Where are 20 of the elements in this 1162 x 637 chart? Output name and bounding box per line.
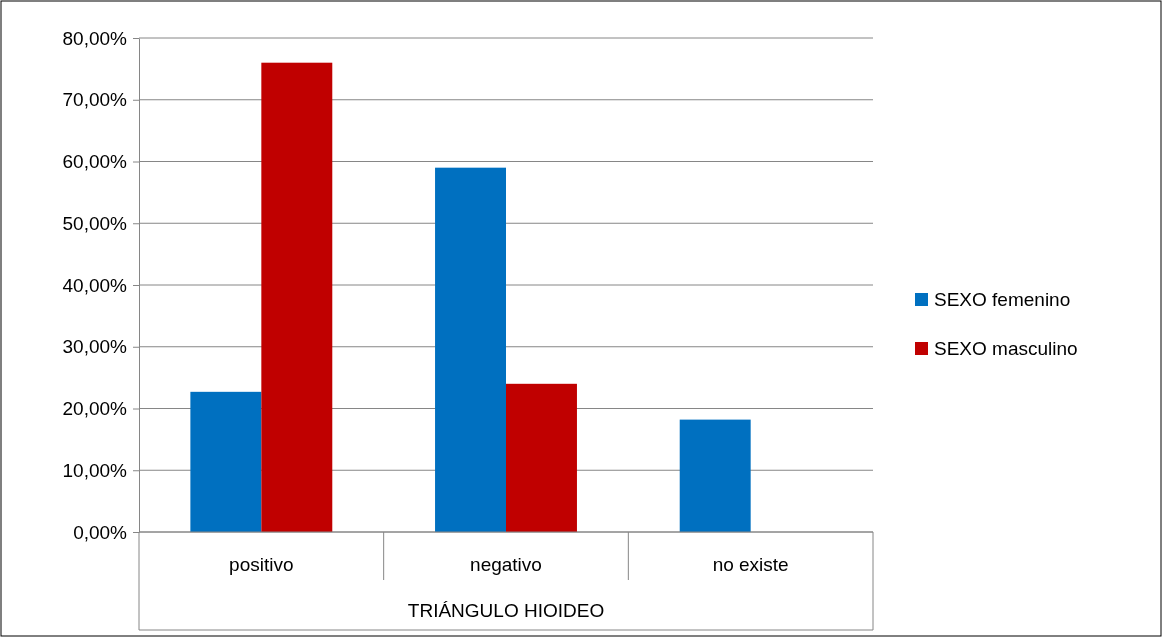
bar	[190, 391, 262, 532]
y-tick-label: 40,00%	[62, 274, 128, 296]
legend-label: SEXO masculino	[934, 338, 1078, 359]
y-tick-label: 80,00%	[62, 27, 128, 49]
y-tick-label: 50,00%	[62, 212, 128, 234]
x-tick-label: negativo	[470, 554, 542, 575]
x-axis-title: TRIÁNGULO HIOIDEO	[407, 600, 605, 621]
bar	[506, 383, 577, 532]
x-tick-label: no existe	[712, 554, 789, 575]
y-tick-label: 30,00%	[62, 336, 128, 358]
y-tick-label: 60,00%	[62, 151, 128, 173]
legend-label: SEXO femenino	[934, 289, 1071, 310]
bar	[261, 62, 333, 532]
bar	[435, 167, 506, 532]
x-tick-label: positivo	[229, 554, 294, 575]
y-tick-label: 70,00%	[62, 89, 128, 111]
y-tick-label: 10,00%	[62, 459, 128, 481]
y-tick-label: 0,00%	[73, 521, 128, 543]
bar	[679, 419, 751, 532]
y-tick-label: 20,00%	[62, 398, 128, 420]
